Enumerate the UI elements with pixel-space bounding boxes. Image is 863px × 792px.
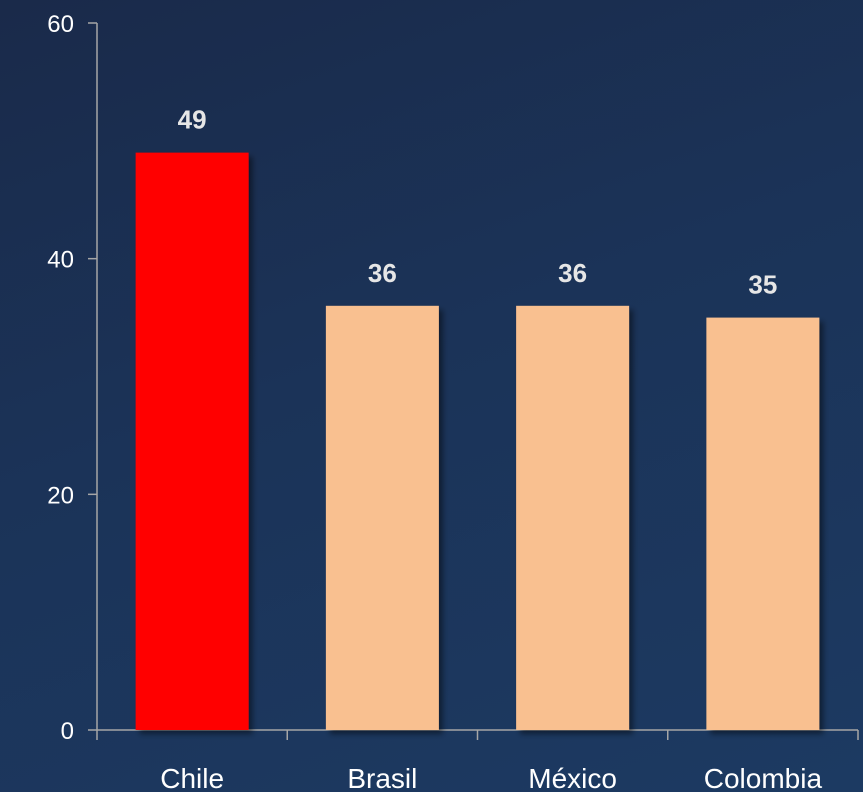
y-axis: 0 20 40 60 [47,11,98,745]
data-label: 49 [178,105,207,135]
data-labels: 49 36 36 35 [178,105,778,300]
y-tick-label: 40 [47,247,74,274]
x-tick-label: Colombia [704,763,823,792]
y-tick-label: 0 [61,718,74,745]
y-tick-label: 20 [47,482,74,509]
bar-colombia [706,317,820,730]
bars [135,152,820,730]
x-tick-label: Brasil [347,763,417,792]
data-label: 36 [368,258,397,288]
bar-méxico [516,305,630,730]
data-label: 35 [748,270,777,300]
x-tick-label: México [528,763,617,792]
bar-brasil [325,305,439,730]
data-label: 36 [558,258,587,288]
x-tick-label: Chile [160,763,224,792]
bar-chile [135,152,249,730]
y-tick-label: 60 [47,11,74,38]
x-axis: Chile Brasil México Colombia [96,729,859,792]
